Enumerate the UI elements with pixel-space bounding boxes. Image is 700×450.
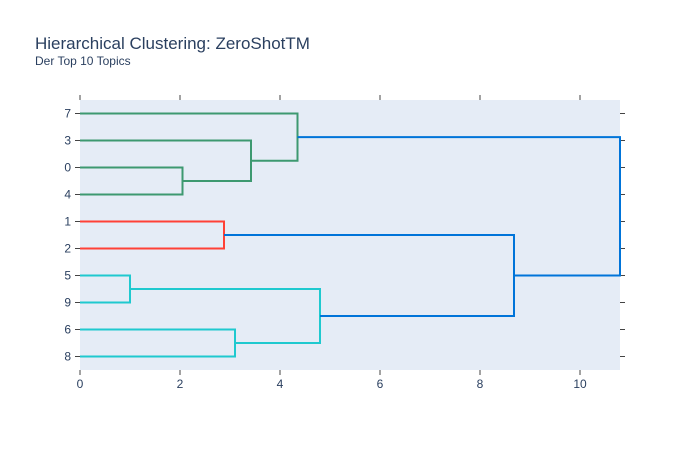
leaf-label-4: 4	[64, 188, 71, 202]
leaf-label-3: 3	[64, 134, 71, 148]
x-tick-label-10: 10	[573, 377, 587, 391]
leaf-label-2: 2	[64, 242, 71, 256]
leaf-label-9: 9	[64, 296, 71, 310]
leaf-label-5: 5	[64, 269, 71, 283]
chart-title: Hierarchical Clustering: ZeroShotTM	[35, 34, 310, 53]
leaf-label-6: 6	[64, 323, 71, 337]
leaf-label-0: 0	[64, 161, 71, 175]
leaf-label-8: 8	[64, 350, 71, 364]
x-tick-label-2: 2	[177, 377, 184, 391]
leaf-label-7: 7	[64, 107, 71, 121]
leaf-label-1: 1	[64, 215, 71, 229]
x-tick-label-8: 8	[477, 377, 484, 391]
x-tick-label-6: 6	[377, 377, 384, 391]
x-tick-label-4: 4	[277, 377, 284, 391]
x-tick-label-0: 0	[77, 377, 84, 391]
dendrogram-link-8	[297, 136, 621, 277]
chart-subtitle: Der Top 10 Topics	[35, 54, 131, 68]
